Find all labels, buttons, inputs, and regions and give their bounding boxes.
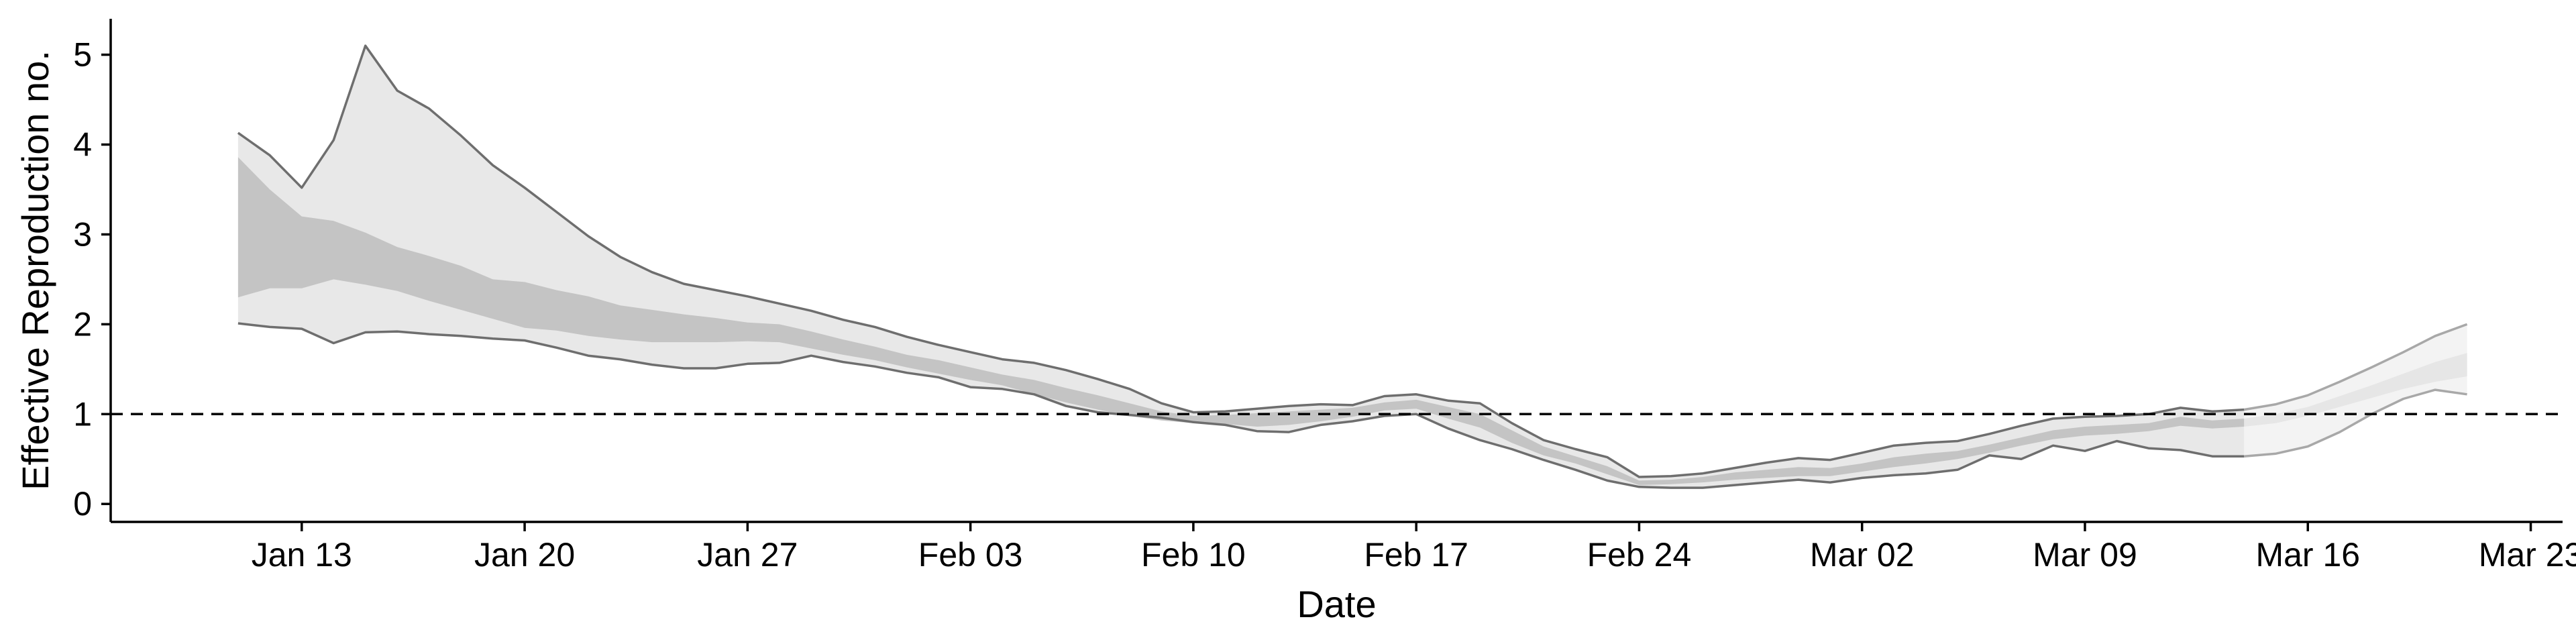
lower-bound-line bbox=[237, 322, 2245, 489]
axes: 0 1 2 3 4 5 Jan 13 Jan 20 Jan 27 Feb 03 Feb 10 Feb … bbox=[73, 19, 2576, 574]
x-tick-label: Feb 24 bbox=[1587, 536, 1692, 574]
upper-bound-line-recent bbox=[2244, 323, 2468, 411]
y-tick-label: 5 bbox=[73, 36, 92, 74]
x-tick-label: Mar 02 bbox=[1810, 536, 1915, 574]
lower-bound-line-recent bbox=[2244, 388, 2467, 458]
x-tick-label: Feb 10 bbox=[1141, 536, 1246, 574]
y-axis-title: Effective Reproduction no. bbox=[14, 50, 56, 490]
y-tick-label: 1 bbox=[73, 395, 92, 433]
y-tick-label: 3 bbox=[73, 215, 92, 253]
band-50-estimate bbox=[237, 157, 2245, 486]
x-axis-title: Date bbox=[1297, 583, 1376, 625]
upper-bound-line bbox=[237, 44, 2245, 478]
plot-area bbox=[111, 44, 2563, 489]
y-tick-label: 2 bbox=[73, 305, 92, 343]
x-tick-label: Mar 16 bbox=[2255, 536, 2360, 574]
x-tick-label: Mar 23 bbox=[2479, 536, 2576, 574]
band-50-recent bbox=[2244, 353, 2467, 427]
x-tick-label: Mar 09 bbox=[2033, 536, 2137, 574]
y-tick-label: 0 bbox=[73, 485, 92, 523]
y-tick-label: 4 bbox=[73, 126, 92, 164]
x-tick-label: Jan 13 bbox=[252, 536, 352, 574]
band-90-recent bbox=[2244, 324, 2467, 457]
x-tick-label: Jan 27 bbox=[697, 536, 798, 574]
x-tick-label: Jan 20 bbox=[474, 536, 575, 574]
x-tick-label: Feb 03 bbox=[918, 536, 1023, 574]
x-tick-label: Feb 17 bbox=[1364, 536, 1468, 574]
